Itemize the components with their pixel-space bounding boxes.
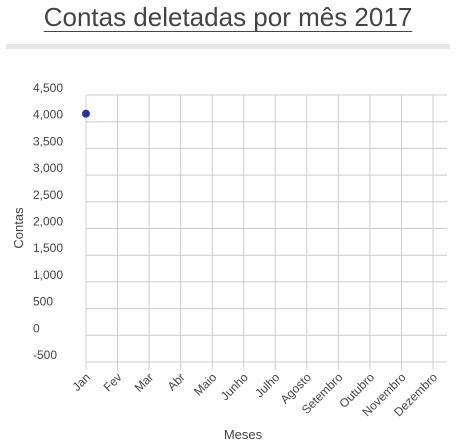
x-tick-label: Jan <box>70 370 94 394</box>
x-tick-label: Mar <box>132 370 157 395</box>
y-tick-label: 3,000 <box>33 161 63 175</box>
y-axis-label: Contas <box>11 207 26 249</box>
y-tick-label: 1,000 <box>33 268 63 282</box>
data-point[interactable] <box>82 109 90 118</box>
x-tick-label: Junho <box>218 370 251 403</box>
y-tick-label: 4,000 <box>33 108 63 122</box>
y-tick-label: 2,000 <box>33 215 63 229</box>
x-tick-label: Fev <box>101 370 125 394</box>
page-title: Contas deletadas por mês 2017 <box>43 2 413 32</box>
y-tick-label: 0 <box>33 321 40 335</box>
grid-lines <box>85 94 447 370</box>
y-tick-label: 1,500 <box>33 241 63 255</box>
x-tick-label: Abr <box>165 370 188 393</box>
y-tick-label: 3,500 <box>33 134 63 148</box>
y-tick-label: 2,500 <box>33 188 63 202</box>
title-divider <box>6 44 450 49</box>
y-tick-label: 4,500 <box>33 81 63 95</box>
y-tick-label: -500 <box>33 348 57 362</box>
x-axis-label: Meses <box>224 427 263 442</box>
data-points <box>82 109 90 118</box>
y-tick-label: 500 <box>33 295 53 309</box>
x-tick-label: Maio <box>191 370 220 399</box>
y-axis-ticks: 4,500 4,000 3,500 3,000 2,500 2,000 1,500 1,000… <box>33 81 63 362</box>
